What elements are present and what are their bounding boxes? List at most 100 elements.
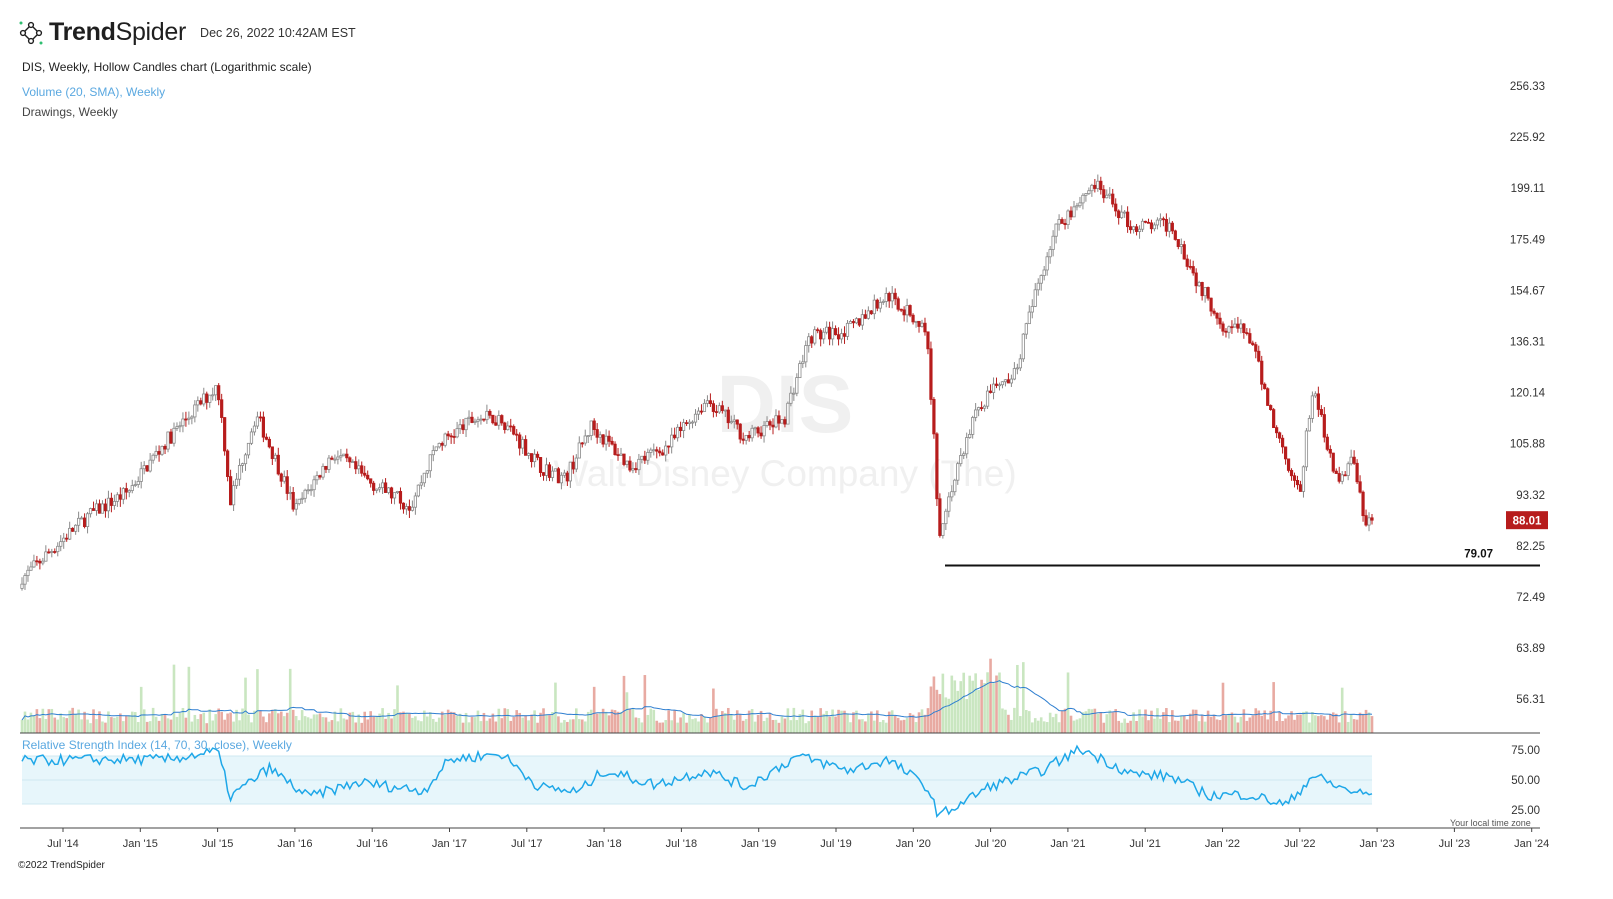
candle bbox=[1164, 213, 1168, 237]
candle-body bbox=[515, 433, 519, 436]
candle bbox=[169, 428, 173, 444]
volume-bar bbox=[1328, 714, 1332, 733]
candle bbox=[708, 393, 713, 407]
candle-body bbox=[1278, 432, 1282, 439]
candle-body bbox=[404, 506, 409, 510]
candle-body bbox=[869, 310, 873, 315]
volume-bar bbox=[336, 721, 340, 733]
candle bbox=[738, 423, 742, 444]
candle-body bbox=[789, 392, 793, 404]
volume-bar bbox=[282, 716, 286, 733]
volume-bar bbox=[1072, 720, 1076, 733]
candle bbox=[422, 472, 426, 487]
volume-bar bbox=[941, 673, 945, 733]
candle bbox=[589, 420, 593, 441]
candle bbox=[905, 298, 909, 323]
candle bbox=[890, 286, 894, 309]
volume-bar bbox=[327, 721, 331, 733]
candle bbox=[392, 492, 397, 505]
volume-indicator-label[interactable]: Volume (20, SMA), Weekly bbox=[22, 85, 166, 99]
volume-bar bbox=[1051, 717, 1055, 733]
candle-body bbox=[240, 463, 245, 466]
candle bbox=[497, 410, 501, 430]
volume-bar bbox=[1126, 722, 1129, 733]
candle-body bbox=[1257, 350, 1261, 362]
candle bbox=[1149, 219, 1154, 234]
candle bbox=[1048, 246, 1052, 264]
candle-body bbox=[1251, 342, 1255, 346]
candle bbox=[726, 406, 730, 429]
candle-body bbox=[160, 445, 164, 455]
chart-title[interactable]: DIS, Weekly, Hollow Candles chart (Logar… bbox=[22, 60, 312, 74]
candle-body bbox=[982, 405, 987, 409]
header: TrendSpider Dec 26, 2022 10:42AM EST bbox=[18, 18, 356, 47]
volume-bar bbox=[1308, 722, 1311, 733]
candle-body bbox=[348, 457, 352, 463]
candle-body bbox=[1123, 211, 1127, 214]
volume-bar bbox=[744, 719, 748, 733]
candle-body bbox=[938, 498, 942, 536]
candle bbox=[1170, 220, 1174, 235]
candle bbox=[461, 419, 465, 434]
candle-body bbox=[273, 454, 277, 459]
brand-name: TrendSpider bbox=[49, 18, 187, 46]
candle-body bbox=[1108, 193, 1112, 196]
candle bbox=[1087, 187, 1091, 195]
candle-body bbox=[935, 433, 939, 500]
candle-body bbox=[1126, 211, 1130, 228]
candle-body bbox=[1102, 189, 1106, 199]
volume-bar bbox=[464, 712, 468, 733]
volume-bar bbox=[1159, 718, 1162, 733]
volume-bar bbox=[178, 712, 182, 733]
candle bbox=[953, 478, 957, 496]
candle-body bbox=[315, 475, 319, 481]
volume-bar bbox=[1156, 708, 1159, 733]
candle bbox=[223, 417, 227, 456]
candle-body bbox=[708, 400, 713, 405]
candle bbox=[187, 411, 191, 425]
candle bbox=[959, 448, 963, 467]
volume-bars bbox=[20, 658, 1374, 733]
candle-body bbox=[1048, 249, 1052, 258]
candle bbox=[175, 422, 179, 431]
candle bbox=[1018, 354, 1022, 371]
candle-body bbox=[1200, 282, 1204, 297]
volume-bar bbox=[172, 664, 176, 733]
candle bbox=[544, 457, 549, 482]
candle bbox=[515, 429, 519, 442]
candle bbox=[1200, 281, 1204, 301]
candle-body bbox=[881, 300, 885, 303]
candle-body bbox=[342, 453, 346, 457]
volume-bar bbox=[646, 714, 650, 733]
candle bbox=[416, 484, 420, 498]
candle bbox=[1221, 321, 1225, 336]
volume-bar bbox=[1010, 719, 1013, 733]
volume-bar bbox=[1004, 709, 1007, 733]
candle-body bbox=[953, 479, 957, 493]
candle bbox=[842, 326, 847, 344]
rsi-indicator-label[interactable]: Relative Strength Index (14, 70, 30, clo… bbox=[22, 738, 292, 752]
volume-bar bbox=[139, 686, 143, 733]
volume-bar bbox=[297, 720, 301, 733]
drawings-label[interactable]: Drawings, Weekly bbox=[22, 105, 118, 119]
volume-bar bbox=[1039, 717, 1043, 733]
volume-bar bbox=[929, 686, 933, 733]
candle-body bbox=[473, 420, 477, 423]
candle-body bbox=[798, 363, 802, 378]
volume-bar bbox=[294, 716, 298, 733]
volume-bar bbox=[339, 708, 343, 733]
candle bbox=[50, 548, 54, 558]
candle bbox=[154, 445, 158, 459]
candle-body bbox=[443, 433, 447, 446]
volume-bar bbox=[1349, 714, 1353, 733]
volume-bar bbox=[1132, 712, 1135, 733]
candle bbox=[1069, 206, 1073, 221]
candle bbox=[306, 484, 310, 495]
candle-body bbox=[649, 449, 653, 453]
volume-bar bbox=[780, 716, 784, 733]
candle bbox=[226, 449, 230, 482]
volume-bar bbox=[83, 711, 86, 733]
candle bbox=[676, 424, 680, 442]
candle bbox=[646, 448, 650, 465]
